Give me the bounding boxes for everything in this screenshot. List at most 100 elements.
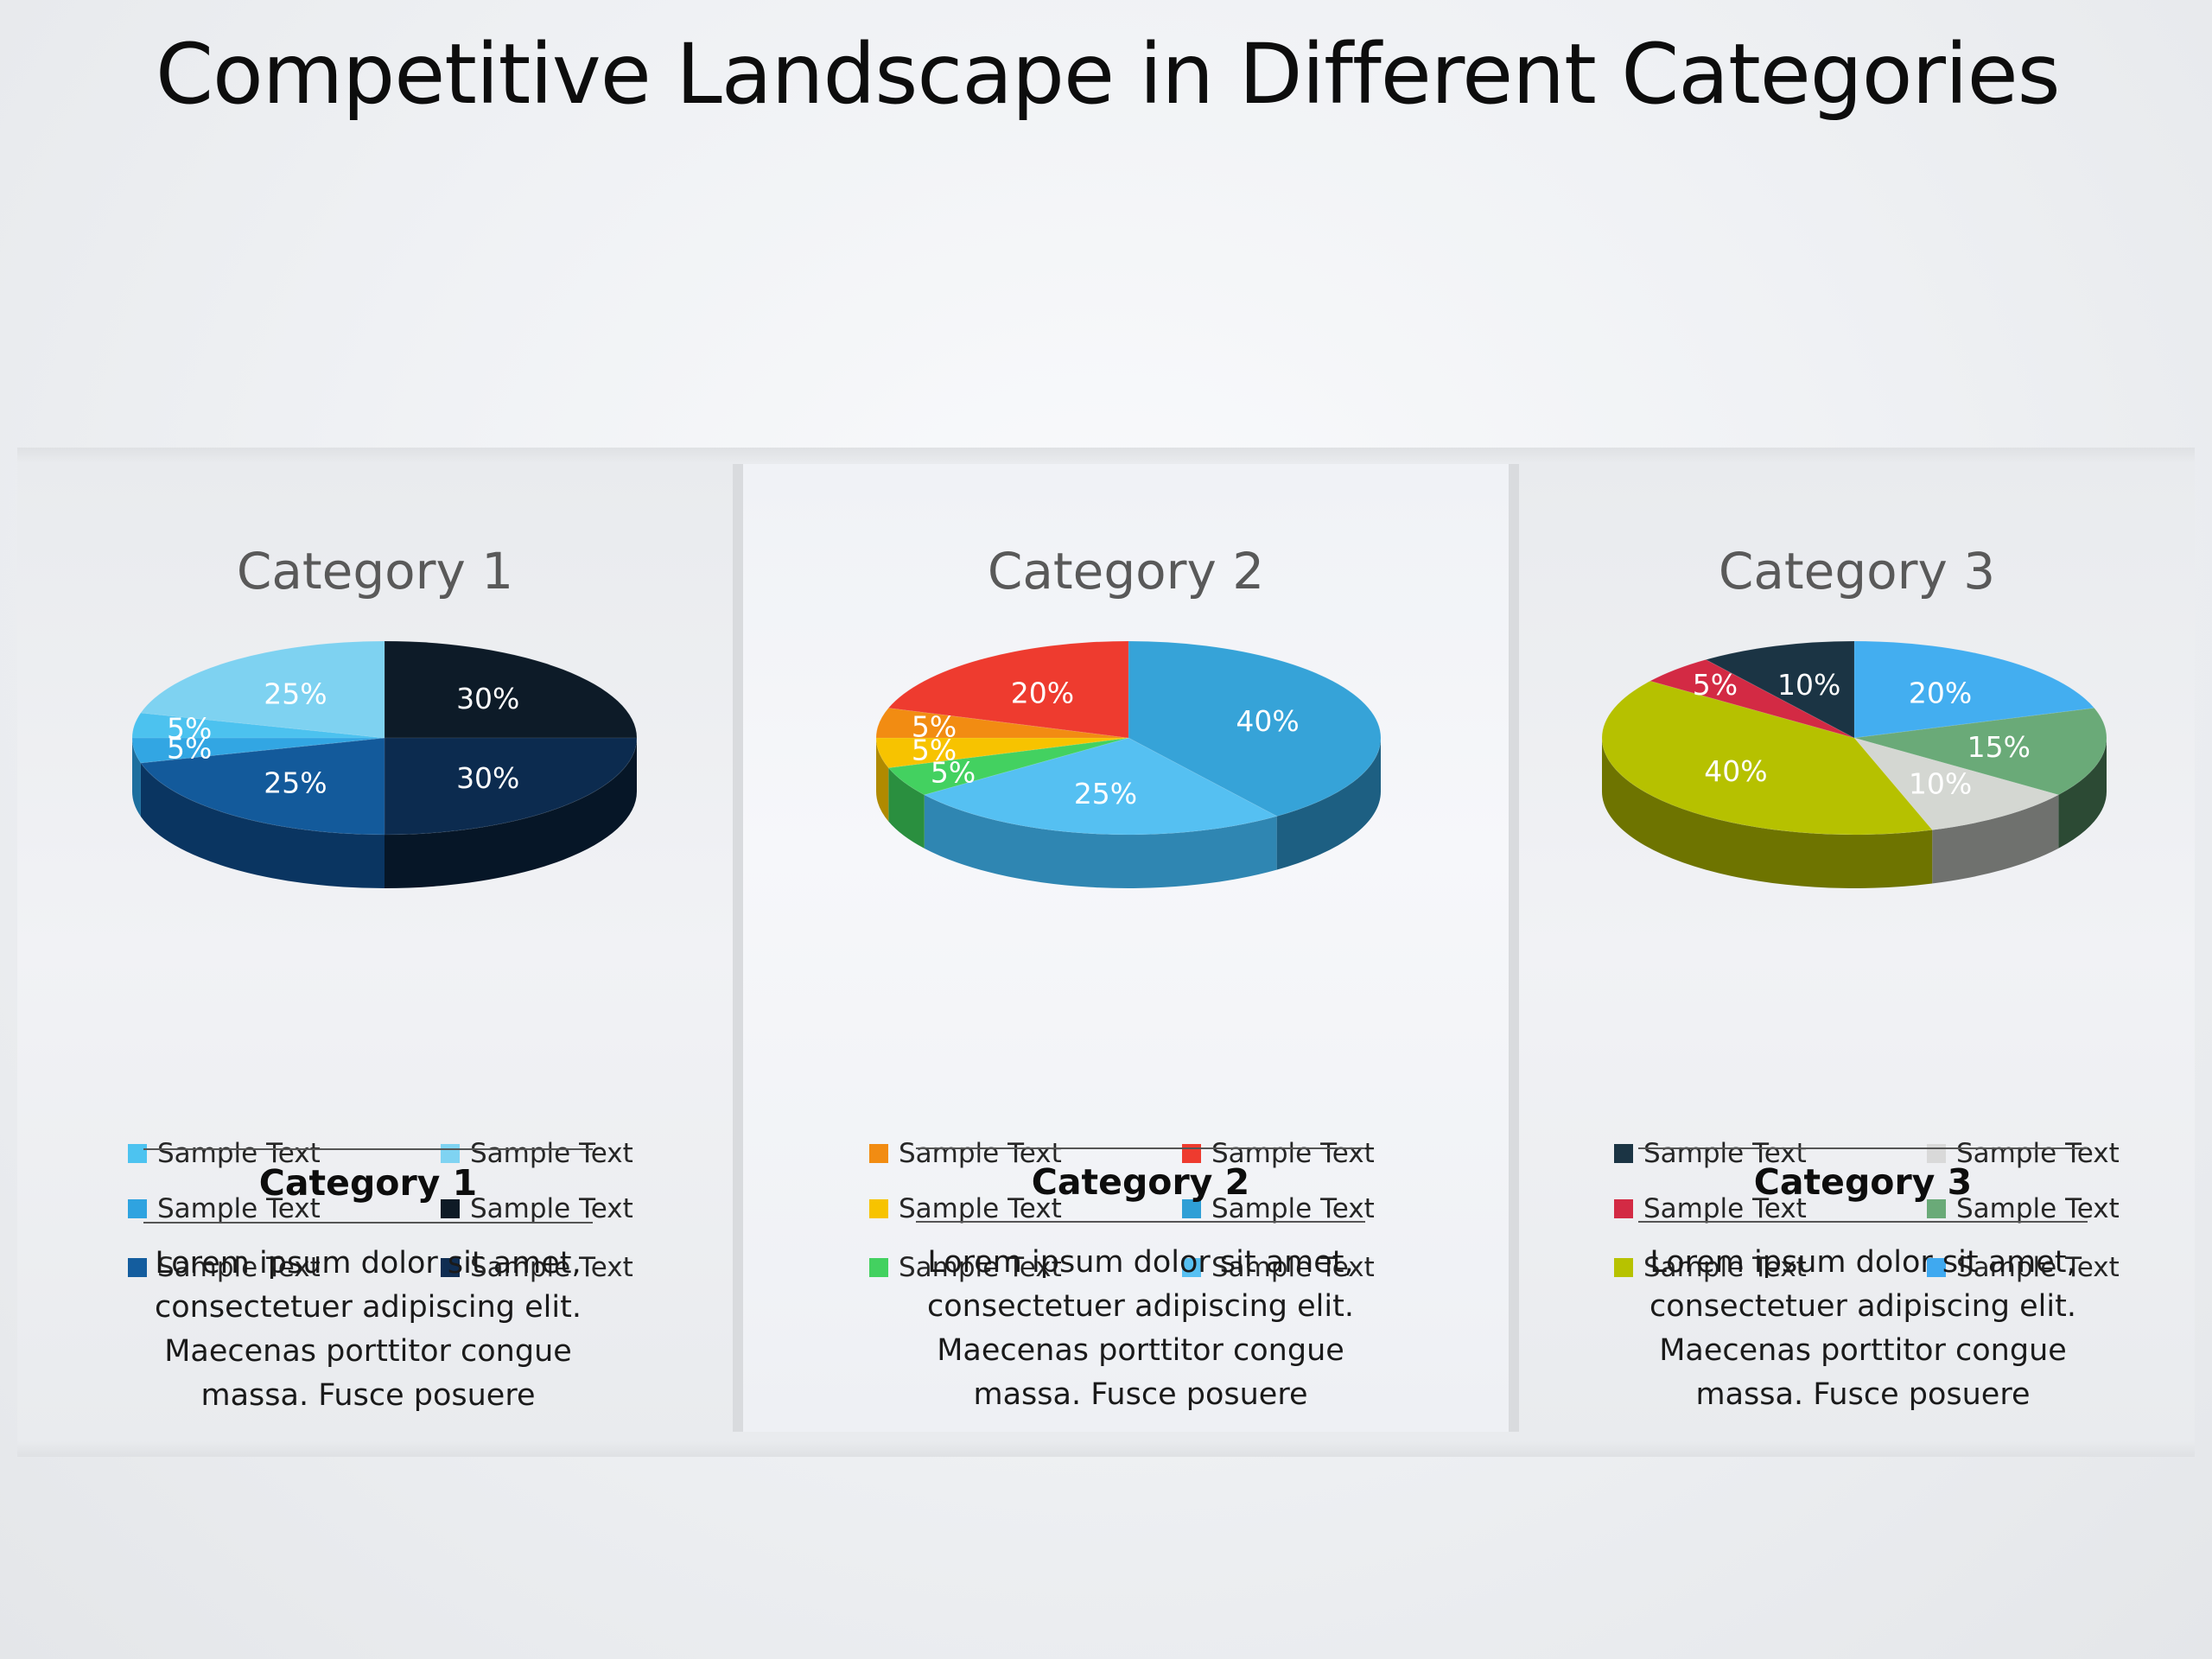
- legend-label: Sample Text: [1643, 1252, 1807, 1283]
- category-subheading: Category 3: [1753, 1161, 1973, 1203]
- pie-chart-category-3: 20%15%10%40%5% 10%: [1601, 640, 2107, 888]
- divider-line: [143, 1148, 593, 1150]
- divider-line: [916, 1221, 1365, 1223]
- pie-slice-1: [1853, 640, 2095, 739]
- pie-slice-5: [875, 707, 1129, 739]
- divider-line: [916, 1147, 1365, 1149]
- divider-line: [143, 1222, 593, 1224]
- legend-entry: Sample Text: [1927, 1193, 2120, 1224]
- pie-slice-3: [887, 737, 1129, 796]
- slice-data-label: 30%: [456, 761, 519, 795]
- chart-title: Category 3: [1718, 542, 1996, 601]
- category-panel-3: Category 3 20% 15% 10% 40% 5% 10% Sample Text…: [1519, 464, 2195, 1432]
- pie-slice-side-4: [876, 738, 889, 822]
- chart-title: Category 1: [236, 542, 514, 601]
- panel-separator: [733, 464, 743, 1432]
- legend-swatch: [1182, 1199, 1201, 1218]
- legend-swatch: [441, 1258, 460, 1277]
- pie-slice-2: [384, 737, 638, 836]
- legend-swatch: [1927, 1199, 1946, 1218]
- slice-data-label: 5%: [1693, 668, 1738, 702]
- legend-entry: Sample Text: [869, 1138, 1062, 1169]
- pie-slice-6: [140, 640, 385, 739]
- legend-swatch: [441, 1144, 460, 1163]
- legend-entry: Sample Text: [1614, 1138, 1807, 1169]
- legend-label: Sample Text: [1211, 1252, 1375, 1283]
- legend-entry: Sample Text: [128, 1252, 321, 1283]
- legend-entry: Sample Text: [441, 1193, 633, 1224]
- legend-entry: Sample Text: [128, 1138, 321, 1169]
- category-description: Lorem ipsum dolor sit amet, consectetuer…: [927, 1245, 1354, 1412]
- pie-chart-category-2: 40%25%5%5%5%20%: [875, 640, 1382, 888]
- legend-label: Sample Text: [1956, 1193, 2120, 1224]
- slice-data-label: 20%: [1011, 676, 1074, 709]
- legend-label: Sample Text: [470, 1193, 633, 1224]
- legend-swatch: [128, 1258, 147, 1277]
- legend-swatch: [128, 1199, 147, 1218]
- pie-slice-6: [887, 640, 1129, 739]
- pie-slice-3: [140, 737, 385, 836]
- chart-title: Category 2: [987, 542, 1265, 601]
- legend-swatch: [1614, 1144, 1633, 1163]
- legend-label: Sample Text: [899, 1252, 1062, 1283]
- legend-swatch: [1927, 1258, 1946, 1277]
- category-panel-1: Category 1 30% 30% 25% 5% 5% 25% Sample Text S…: [17, 464, 733, 1432]
- legend-entry: Sample Text: [869, 1193, 1062, 1224]
- pie-slice-side-4: [1602, 738, 1933, 888]
- legend-swatch: [1614, 1258, 1633, 1277]
- legend-label: Sample Text: [899, 1138, 1062, 1169]
- legend-label: Sample Text: [1956, 1138, 2120, 1169]
- pie-slice-5: [1649, 658, 1855, 739]
- slice-data-label: 5%: [167, 712, 212, 746]
- category-subheading: Category 2: [1031, 1161, 1250, 1203]
- legend-entry: Sample Text: [1614, 1252, 1807, 1283]
- legend-label: Sample Text: [1956, 1252, 2120, 1283]
- legend-entry: Sample Text: [1182, 1193, 1375, 1224]
- legend-swatch: [1614, 1199, 1633, 1218]
- legend-swatch: [441, 1199, 460, 1218]
- pie-slice-4: [1601, 680, 1934, 836]
- pie-slice-5: [131, 712, 385, 739]
- legend-swatch: [869, 1199, 888, 1218]
- pie-slice-1: [384, 640, 638, 739]
- divider-line: [1638, 1221, 2088, 1223]
- category-description: Lorem ipsum dolor sit amet, consectetuer…: [155, 1246, 582, 1413]
- pie-slice-side-2: [385, 738, 637, 888]
- legend-entry: Sample Text: [441, 1252, 633, 1283]
- pie-slice-side-3: [888, 767, 925, 849]
- slice-data-label: 5%: [167, 731, 212, 765]
- legend-swatch: [869, 1258, 888, 1277]
- pie-slice-6: [1705, 640, 1855, 739]
- legend-label: Sample Text: [470, 1252, 633, 1283]
- pie-slice-2: [923, 737, 1278, 836]
- slice-data-label: 40%: [1704, 754, 1767, 788]
- slice-data-label: 15%: [1967, 730, 2031, 764]
- slice-data-label: 25%: [264, 677, 327, 710]
- pie-slice-side-4: [132, 738, 141, 817]
- legend-label: Sample Text: [157, 1252, 321, 1283]
- pie-slice-side-3: [140, 762, 385, 888]
- page-title: Competitive Landscape in Different Categ…: [156, 26, 2061, 123]
- slice-data-label: 5%: [912, 709, 957, 743]
- category-description: Lorem ipsum dolor sit amet, consectetuer…: [1649, 1245, 2076, 1412]
- pie-slice-3: [1853, 737, 2060, 831]
- legend-entry: Sample Text: [1182, 1138, 1375, 1169]
- legend-swatch: [869, 1144, 888, 1163]
- legend-entry: Sample Text: [1927, 1252, 2120, 1283]
- slice-data-label: 20%: [1909, 676, 1972, 709]
- pie-slice-side-3: [1932, 794, 2059, 884]
- legend-swatch: [128, 1144, 147, 1163]
- legend-entry: Sample Text: [128, 1193, 321, 1224]
- category-subheading: Category 1: [258, 1162, 478, 1204]
- pie-slice-side-1: [1276, 738, 1381, 870]
- legend-label: Sample Text: [1643, 1193, 1807, 1224]
- slice-data-label: 30%: [456, 682, 519, 715]
- pie-slice-side-2: [2058, 738, 2107, 849]
- legend-label: Sample Text: [1211, 1138, 1375, 1169]
- divider-line: [1638, 1147, 2088, 1149]
- pie-chart-category-1: 30% 30% 25% 5%5% 25%: [131, 640, 638, 888]
- legend-entry: Sample Text: [441, 1138, 633, 1169]
- legend-label: Sample Text: [899, 1193, 1062, 1224]
- slice-data-label: 40%: [1236, 704, 1299, 738]
- legend-entry: Sample Text: [1614, 1193, 1807, 1224]
